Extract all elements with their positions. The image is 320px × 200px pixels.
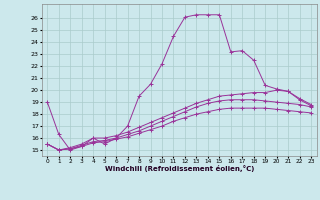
X-axis label: Windchill (Refroidissement éolien,°C): Windchill (Refroidissement éolien,°C) <box>105 165 254 172</box>
